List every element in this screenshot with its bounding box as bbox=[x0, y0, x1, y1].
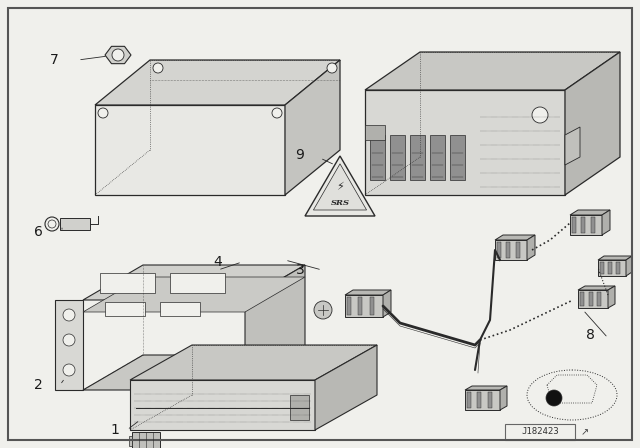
Text: 6: 6 bbox=[33, 225, 42, 239]
Polygon shape bbox=[83, 265, 305, 300]
Polygon shape bbox=[315, 345, 377, 430]
Polygon shape bbox=[591, 217, 595, 233]
Polygon shape bbox=[245, 265, 305, 390]
Polygon shape bbox=[572, 217, 576, 233]
Polygon shape bbox=[129, 435, 132, 446]
Polygon shape bbox=[358, 297, 362, 315]
Polygon shape bbox=[410, 135, 425, 180]
Polygon shape bbox=[608, 262, 612, 274]
Polygon shape bbox=[347, 297, 351, 315]
Text: 2: 2 bbox=[34, 378, 42, 392]
Polygon shape bbox=[495, 235, 535, 240]
Circle shape bbox=[48, 220, 56, 228]
Polygon shape bbox=[55, 300, 83, 390]
Polygon shape bbox=[565, 127, 580, 165]
Polygon shape bbox=[578, 286, 615, 290]
Polygon shape bbox=[105, 302, 145, 316]
Polygon shape bbox=[160, 302, 200, 316]
Text: ⚡: ⚡ bbox=[336, 182, 344, 192]
Polygon shape bbox=[365, 90, 565, 195]
Circle shape bbox=[45, 217, 59, 231]
Polygon shape bbox=[565, 52, 620, 195]
Polygon shape bbox=[547, 375, 597, 403]
Polygon shape bbox=[95, 105, 285, 195]
Text: 8: 8 bbox=[586, 328, 595, 342]
Polygon shape bbox=[370, 297, 374, 315]
Text: 3: 3 bbox=[296, 263, 305, 277]
Circle shape bbox=[272, 108, 282, 118]
Text: ↗: ↗ bbox=[581, 427, 589, 437]
Circle shape bbox=[532, 107, 548, 123]
Polygon shape bbox=[465, 390, 500, 410]
Circle shape bbox=[98, 108, 108, 118]
Polygon shape bbox=[285, 60, 340, 195]
Polygon shape bbox=[616, 262, 620, 274]
Polygon shape bbox=[578, 290, 608, 308]
Polygon shape bbox=[305, 156, 375, 216]
Polygon shape bbox=[597, 292, 602, 306]
Polygon shape bbox=[199, 274, 217, 286]
Circle shape bbox=[63, 309, 75, 321]
Circle shape bbox=[314, 301, 332, 319]
Polygon shape bbox=[570, 215, 602, 235]
Polygon shape bbox=[130, 380, 315, 430]
Polygon shape bbox=[465, 386, 507, 390]
Polygon shape bbox=[105, 46, 131, 64]
Circle shape bbox=[327, 63, 337, 73]
Polygon shape bbox=[626, 256, 632, 276]
Polygon shape bbox=[314, 164, 367, 210]
Polygon shape bbox=[600, 262, 604, 274]
Polygon shape bbox=[598, 260, 626, 276]
Polygon shape bbox=[598, 256, 632, 260]
Polygon shape bbox=[467, 392, 471, 408]
Circle shape bbox=[63, 364, 75, 376]
Polygon shape bbox=[132, 432, 160, 448]
Text: SRS: SRS bbox=[330, 199, 349, 207]
Polygon shape bbox=[500, 386, 507, 410]
Polygon shape bbox=[83, 355, 305, 390]
Polygon shape bbox=[60, 218, 90, 230]
Circle shape bbox=[153, 63, 163, 73]
Polygon shape bbox=[195, 270, 223, 292]
Text: 1: 1 bbox=[111, 423, 120, 437]
Polygon shape bbox=[383, 290, 391, 317]
Circle shape bbox=[63, 334, 75, 346]
Polygon shape bbox=[170, 273, 225, 293]
Polygon shape bbox=[365, 52, 620, 90]
Circle shape bbox=[546, 390, 562, 406]
Polygon shape bbox=[450, 135, 465, 180]
Polygon shape bbox=[130, 345, 377, 380]
Ellipse shape bbox=[527, 370, 617, 420]
Polygon shape bbox=[580, 292, 584, 306]
Polygon shape bbox=[345, 295, 383, 317]
Text: 9: 9 bbox=[296, 148, 305, 162]
Polygon shape bbox=[345, 290, 391, 295]
Polygon shape bbox=[516, 242, 520, 258]
Polygon shape bbox=[95, 60, 340, 105]
Circle shape bbox=[112, 49, 124, 61]
Polygon shape bbox=[488, 392, 492, 408]
Polygon shape bbox=[497, 242, 501, 258]
Polygon shape bbox=[570, 210, 610, 215]
Polygon shape bbox=[83, 277, 305, 312]
Polygon shape bbox=[365, 125, 385, 140]
Text: 7: 7 bbox=[50, 53, 58, 67]
Polygon shape bbox=[527, 235, 535, 260]
Text: 4: 4 bbox=[214, 255, 222, 269]
Polygon shape bbox=[608, 286, 615, 308]
Polygon shape bbox=[290, 395, 309, 420]
Polygon shape bbox=[430, 135, 445, 180]
Polygon shape bbox=[370, 135, 385, 180]
Polygon shape bbox=[581, 217, 586, 233]
Polygon shape bbox=[589, 292, 593, 306]
Polygon shape bbox=[495, 240, 527, 260]
Polygon shape bbox=[100, 273, 155, 293]
Polygon shape bbox=[477, 392, 481, 408]
Polygon shape bbox=[506, 242, 510, 258]
Polygon shape bbox=[390, 135, 405, 180]
Polygon shape bbox=[602, 210, 610, 235]
Text: J182423: J182423 bbox=[521, 427, 559, 436]
